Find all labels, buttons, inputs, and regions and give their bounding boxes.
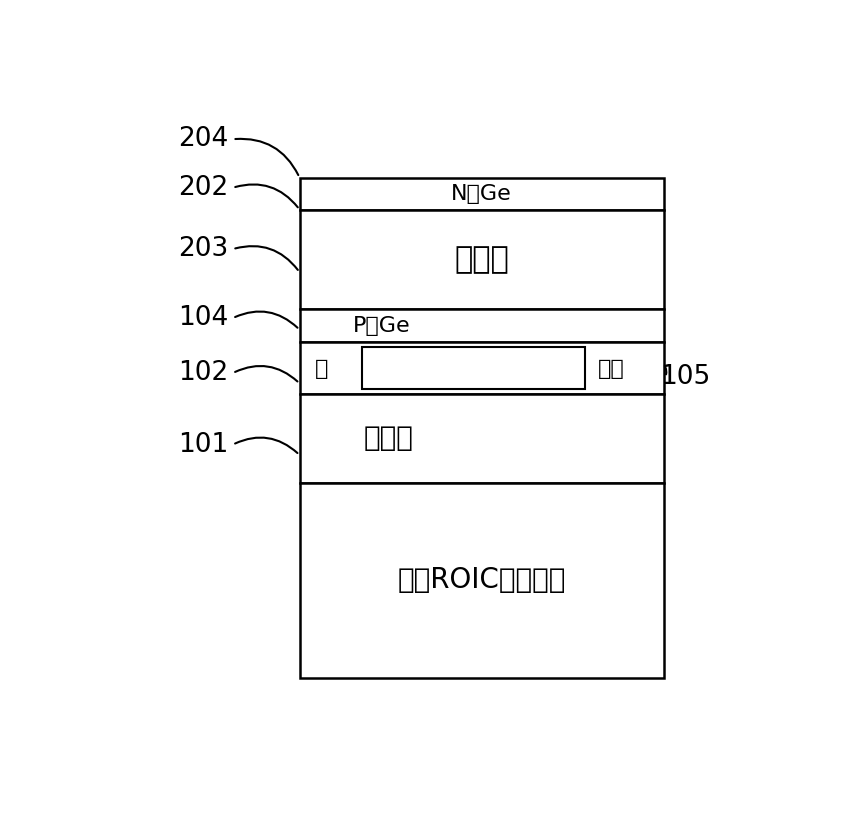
Text: 102: 102 (178, 360, 228, 386)
Text: P型Ge: P型Ge (352, 316, 411, 336)
Text: 本征层: 本征层 (454, 245, 509, 274)
Text: N型Ge: N型Ge (451, 183, 512, 203)
Text: 101: 101 (178, 432, 228, 457)
Bar (300, 343, 664, 393)
Text: 104: 104 (178, 305, 228, 331)
Text: 105: 105 (660, 364, 710, 390)
Text: 化硬: 化硬 (598, 359, 625, 379)
Bar (300, 178, 664, 209)
Text: 具有ROIC的硬衬底: 具有ROIC的硬衬底 (397, 566, 566, 594)
Text: 202: 202 (178, 175, 228, 201)
Text: 204: 204 (178, 126, 228, 152)
Text: 氧: 氧 (314, 359, 328, 379)
Bar (300, 393, 664, 483)
Text: 氧化硬: 氧化硬 (363, 424, 413, 452)
Text: 203: 203 (178, 237, 228, 262)
Bar (300, 310, 664, 343)
Bar (362, 347, 585, 389)
Bar (300, 483, 664, 678)
Bar (300, 209, 664, 310)
